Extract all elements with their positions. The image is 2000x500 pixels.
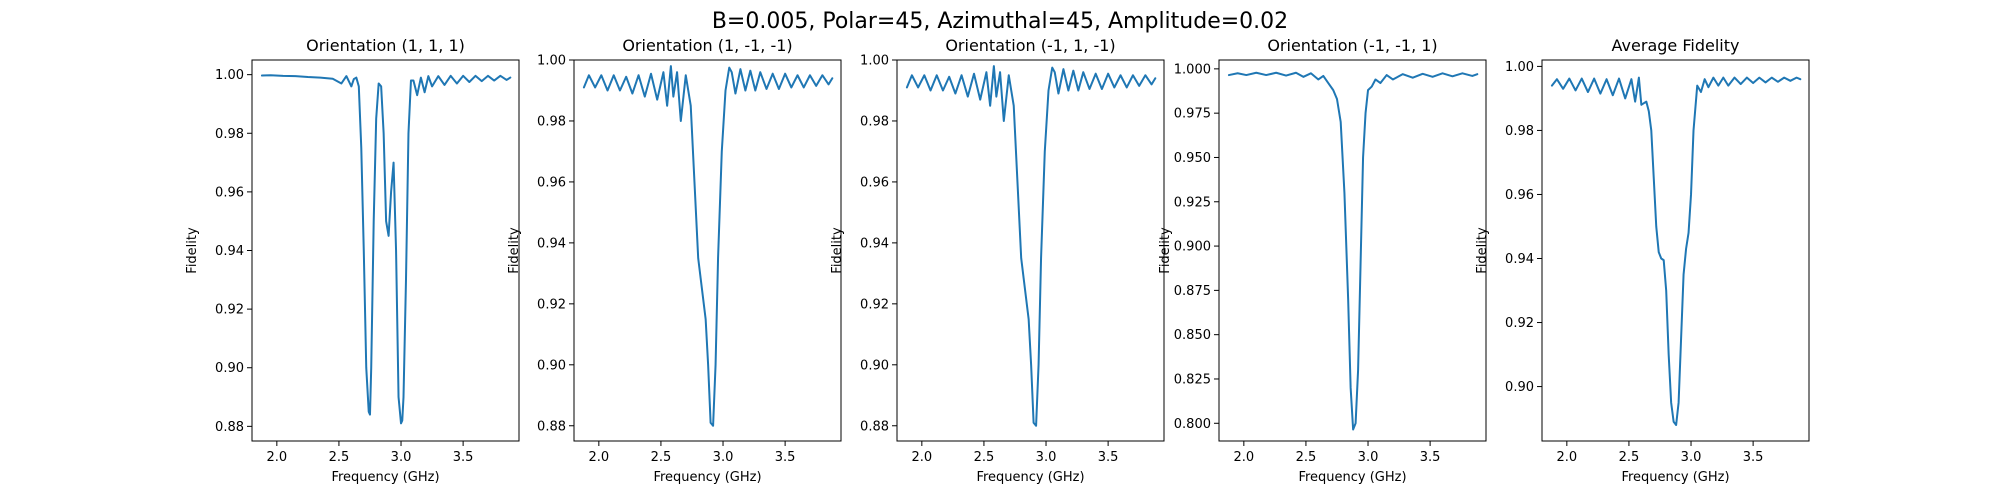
x-axis-label: Frequency (GHz) (331, 470, 439, 485)
y-axis-label: Fidelity (830, 227, 845, 274)
y-tick-label: 0.900 (1174, 240, 1211, 255)
fidelity-line (1550, 76, 1802, 426)
subplot-3: Orientation (-1, 1, -1) 2.0 2.5 3.0 3.5 0.88 0… (830, 36, 1165, 485)
y-tick-label: 0.96 (537, 175, 566, 190)
y-tick-label: 1.00 (1505, 60, 1534, 75)
y-tick-label: 0.98 (1505, 124, 1534, 139)
x-tick-label: 2.5 (974, 450, 995, 465)
axes-frame (1541, 59, 1810, 442)
x-tick-label: 2.5 (1296, 450, 1317, 465)
x-tick-label: 3.5 (453, 450, 474, 465)
y-tick-label: 0.92 (537, 297, 566, 312)
y-tick-label: 0.96 (1505, 188, 1534, 203)
y-tick-label: 0.92 (860, 297, 889, 312)
y-tick-label: 0.98 (537, 114, 566, 129)
fidelity-line (582, 65, 834, 427)
x-tick-label: 2.0 (588, 450, 609, 465)
fidelity-line (905, 65, 1157, 427)
subplot-title: Orientation (-1, -1, 1) (1267, 36, 1437, 55)
y-tick-label: 0.94 (215, 244, 244, 259)
subplot-1: Orientation (1, 1, 1) 2.0 2.5 3.0 3.5 0.88 0.9… (185, 36, 520, 485)
y-tick-label: 0.98 (215, 127, 244, 142)
axes-frame (573, 59, 842, 442)
x-tick-label: 2.0 (1233, 450, 1254, 465)
y-tick-label: 0.96 (860, 175, 889, 190)
x-tick-label: 3.5 (1420, 450, 1441, 465)
figure-suptitle: B=0.005, Polar=45, Azimuthal=45, Amplitu… (712, 9, 1288, 34)
subplot-grid: Orientation (1, 1, 1) 2.0 2.5 3.0 3.5 0.88 0.9… (185, 36, 1810, 485)
y-tick-label: 0.96 (215, 185, 244, 200)
x-tick-label: 2.0 (1556, 450, 1577, 465)
y-tick-label: 0.90 (215, 361, 244, 376)
y-tick-label: 0.98 (860, 114, 889, 129)
subplot-title: Orientation (1, -1, -1) (622, 36, 792, 55)
y-axis-label: Fidelity (507, 227, 522, 274)
y-tick-label: 0.800 (1174, 417, 1211, 432)
y-axis-label: Fidelity (185, 227, 200, 274)
x-tick-label: 2.0 (266, 450, 287, 465)
y-tick-label: 1.000 (1174, 62, 1211, 77)
y-tick-label: 1.00 (537, 54, 566, 69)
x-tick-label: 3.0 (713, 450, 734, 465)
x-axis-label: Frequency (GHz) (1621, 470, 1729, 485)
y-tick-label: 0.90 (537, 358, 566, 373)
x-tick-label: 3.5 (1743, 450, 1764, 465)
y-tick-label: 1.00 (860, 54, 889, 69)
y-tick-label: 0.825 (1174, 372, 1211, 387)
x-tick-label: 3.0 (1681, 450, 1702, 465)
subplot-title: Orientation (-1, 1, -1) (945, 36, 1115, 55)
x-tick-label: 3.0 (391, 450, 412, 465)
fidelity-line (1227, 71, 1479, 431)
x-axis-label: Frequency (GHz) (976, 470, 1084, 485)
x-axis-label: Frequency (GHz) (653, 470, 761, 485)
subplot-title: Orientation (1, 1, 1) (306, 36, 465, 55)
subplot-5: Average Fidelity 2.0 2.5 3.0 3.5 0.90 0.92 0.94… (1475, 36, 1810, 485)
y-axis-label: Fidelity (1158, 227, 1173, 274)
x-tick-label: 2.0 (911, 450, 932, 465)
y-tick-label: 0.90 (1505, 380, 1534, 395)
y-axis-label: Fidelity (1475, 227, 1490, 274)
subplot-4: Orientation (-1, -1, 1) 2.0 2.5 3.0 3.5 0.800… (1158, 36, 1487, 485)
y-tick-label: 0.92 (215, 303, 244, 318)
y-tick-label: 0.875 (1174, 284, 1211, 299)
x-tick-label: 2.5 (1619, 450, 1640, 465)
y-tick-label: 0.90 (860, 358, 889, 373)
y-tick-label: 0.88 (215, 420, 244, 435)
y-tick-label: 1.00 (215, 68, 244, 83)
axes-frame (1218, 59, 1487, 442)
axes-frame (896, 59, 1165, 442)
y-tick-label: 0.92 (1505, 316, 1534, 331)
x-tick-label: 2.5 (329, 450, 350, 465)
x-tick-label: 2.5 (651, 450, 672, 465)
subplot-2: Orientation (1, -1, -1) 2.0 2.5 3.0 3.5 0.88 0… (507, 36, 842, 485)
y-tick-label: 0.94 (537, 236, 566, 251)
axes-frame (251, 59, 520, 442)
x-tick-label: 3.5 (775, 450, 796, 465)
y-tick-label: 0.975 (1174, 107, 1211, 122)
y-tick-label: 0.925 (1174, 195, 1211, 210)
subplot-title: Average Fidelity (1612, 36, 1740, 55)
x-tick-label: 3.5 (1098, 450, 1119, 465)
y-tick-label: 0.94 (860, 236, 889, 251)
y-tick-label: 0.88 (860, 419, 889, 434)
y-tick-label: 0.850 (1174, 328, 1211, 343)
y-tick-label: 0.950 (1174, 151, 1211, 166)
x-tick-label: 3.0 (1036, 450, 1057, 465)
x-tick-label: 3.0 (1358, 450, 1379, 465)
y-tick-label: 0.94 (1505, 252, 1534, 267)
fidelity-line (260, 74, 512, 425)
x-axis-label: Frequency (GHz) (1298, 470, 1406, 485)
y-tick-label: 0.88 (537, 419, 566, 434)
